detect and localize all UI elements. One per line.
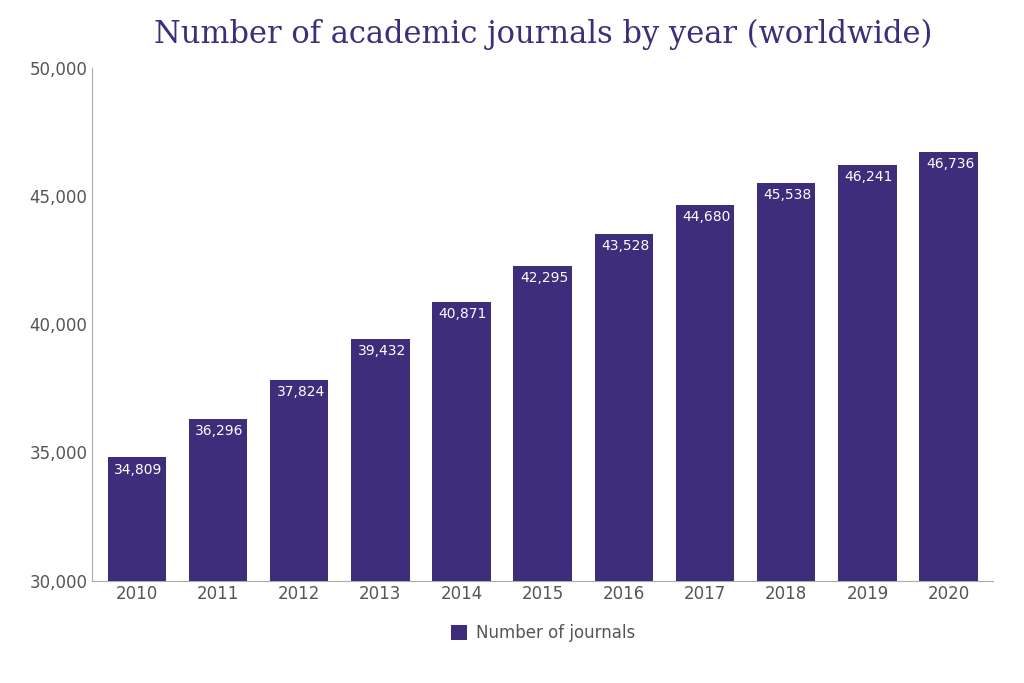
Bar: [188, 419, 247, 683]
Text: 40,871: 40,871: [439, 307, 487, 321]
Text: 36,296: 36,296: [196, 424, 244, 438]
Text: 45,538: 45,538: [764, 188, 812, 201]
Bar: [513, 266, 572, 683]
Text: 46,241: 46,241: [845, 169, 893, 184]
Text: 39,432: 39,432: [357, 344, 406, 358]
Text: 37,824: 37,824: [276, 385, 325, 400]
Bar: [757, 182, 815, 683]
Bar: [839, 165, 897, 683]
Bar: [270, 380, 329, 683]
Text: 44,680: 44,680: [682, 210, 731, 223]
Text: 42,295: 42,295: [520, 270, 568, 285]
Text: 46,736: 46,736: [926, 157, 974, 171]
Bar: [432, 302, 490, 683]
Text: 34,809: 34,809: [114, 462, 163, 477]
Title: Number of academic journals by year (worldwide): Number of academic journals by year (wor…: [154, 19, 932, 51]
Bar: [676, 204, 734, 683]
Text: 43,528: 43,528: [601, 239, 649, 253]
Legend: Number of journals: Number of journals: [444, 617, 641, 649]
Bar: [351, 339, 410, 683]
Bar: [920, 152, 978, 683]
Bar: [595, 234, 653, 683]
Bar: [108, 458, 166, 683]
